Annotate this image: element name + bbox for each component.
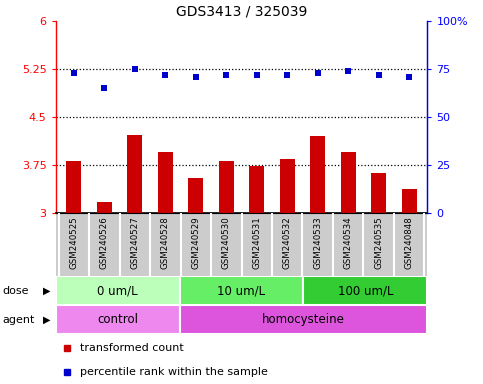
Text: agent: agent <box>2 314 35 325</box>
Bar <box>180 276 303 305</box>
Text: GSM240534: GSM240534 <box>344 216 353 269</box>
Text: control: control <box>97 313 138 326</box>
Bar <box>97 202 112 213</box>
Bar <box>280 159 295 213</box>
Text: 10 um/L: 10 um/L <box>217 285 266 297</box>
Text: percentile rank within the sample: percentile rank within the sample <box>80 366 268 377</box>
Bar <box>219 161 234 213</box>
Text: GSM240525: GSM240525 <box>70 216 78 269</box>
Text: GSM240532: GSM240532 <box>283 216 292 269</box>
Point <box>131 66 139 72</box>
Text: GSM240848: GSM240848 <box>405 216 413 269</box>
Text: 0 um/L: 0 um/L <box>97 285 138 297</box>
Point <box>161 72 169 78</box>
Point <box>222 72 230 78</box>
Point <box>284 72 291 78</box>
Title: GDS3413 / 325039: GDS3413 / 325039 <box>176 5 307 18</box>
Text: ▶: ▶ <box>43 286 51 296</box>
Text: 100 um/L: 100 um/L <box>338 285 393 297</box>
Bar <box>66 161 82 213</box>
Bar <box>56 305 180 334</box>
Point <box>375 72 383 78</box>
Bar <box>180 305 427 334</box>
Text: GSM240533: GSM240533 <box>313 216 322 269</box>
Text: GSM240528: GSM240528 <box>161 216 170 269</box>
Point <box>314 70 322 76</box>
Point <box>405 74 413 80</box>
Text: GSM240529: GSM240529 <box>191 216 200 269</box>
Bar <box>303 276 427 305</box>
Text: GSM240527: GSM240527 <box>130 216 139 269</box>
Text: GSM240535: GSM240535 <box>374 216 383 269</box>
Point <box>344 68 352 74</box>
Bar <box>249 166 264 213</box>
Point <box>192 74 199 80</box>
Point <box>70 70 78 76</box>
Bar <box>371 174 386 213</box>
Bar <box>127 135 142 213</box>
Text: dose: dose <box>2 286 29 296</box>
Bar <box>310 136 326 213</box>
Point <box>100 85 108 91</box>
Text: GSM240531: GSM240531 <box>252 216 261 269</box>
Bar <box>401 189 417 213</box>
Text: homocysteine: homocysteine <box>262 313 345 326</box>
Text: ▶: ▶ <box>43 314 51 325</box>
Bar <box>341 152 356 213</box>
Text: GSM240526: GSM240526 <box>100 216 109 269</box>
Bar <box>188 178 203 213</box>
Bar <box>56 276 180 305</box>
Text: GSM240530: GSM240530 <box>222 216 231 269</box>
Bar <box>157 152 173 213</box>
Point <box>253 72 261 78</box>
Text: transformed count: transformed count <box>80 343 184 353</box>
